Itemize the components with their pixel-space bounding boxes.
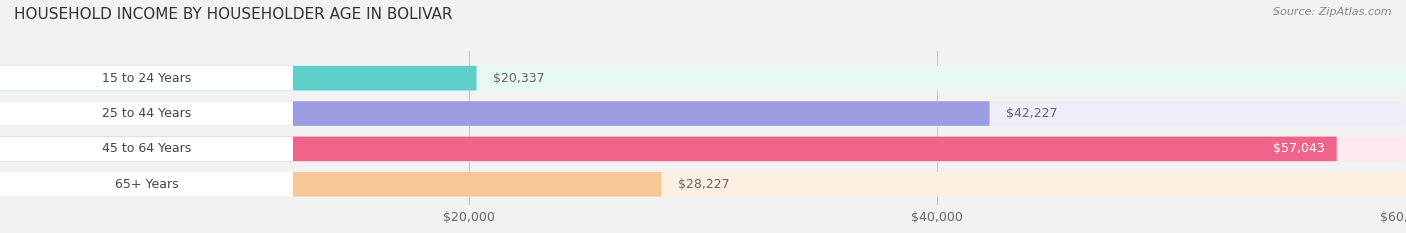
FancyBboxPatch shape [0, 66, 1406, 90]
FancyBboxPatch shape [0, 137, 1406, 161]
FancyBboxPatch shape [0, 172, 661, 197]
Text: HOUSEHOLD INCOME BY HOUSEHOLDER AGE IN BOLIVAR: HOUSEHOLD INCOME BY HOUSEHOLDER AGE IN B… [14, 7, 453, 22]
FancyBboxPatch shape [0, 172, 1406, 197]
Text: $20,337: $20,337 [494, 72, 544, 85]
FancyBboxPatch shape [0, 137, 292, 161]
Text: $60,000: $60,000 [1381, 211, 1406, 224]
Text: Source: ZipAtlas.com: Source: ZipAtlas.com [1274, 7, 1392, 17]
FancyBboxPatch shape [0, 66, 292, 90]
FancyBboxPatch shape [0, 101, 990, 126]
Text: $28,227: $28,227 [678, 178, 730, 191]
Text: $42,227: $42,227 [1005, 107, 1057, 120]
Text: 65+ Years: 65+ Years [115, 178, 179, 191]
FancyBboxPatch shape [0, 172, 292, 197]
FancyBboxPatch shape [0, 137, 1337, 161]
Text: $40,000: $40,000 [911, 211, 963, 224]
Text: $57,043: $57,043 [1274, 142, 1324, 155]
Text: $20,000: $20,000 [443, 211, 495, 224]
FancyBboxPatch shape [0, 66, 477, 90]
Text: 15 to 24 Years: 15 to 24 Years [101, 72, 191, 85]
Text: 25 to 44 Years: 25 to 44 Years [101, 107, 191, 120]
FancyBboxPatch shape [0, 101, 1406, 126]
FancyBboxPatch shape [0, 101, 292, 126]
Text: 45 to 64 Years: 45 to 64 Years [101, 142, 191, 155]
